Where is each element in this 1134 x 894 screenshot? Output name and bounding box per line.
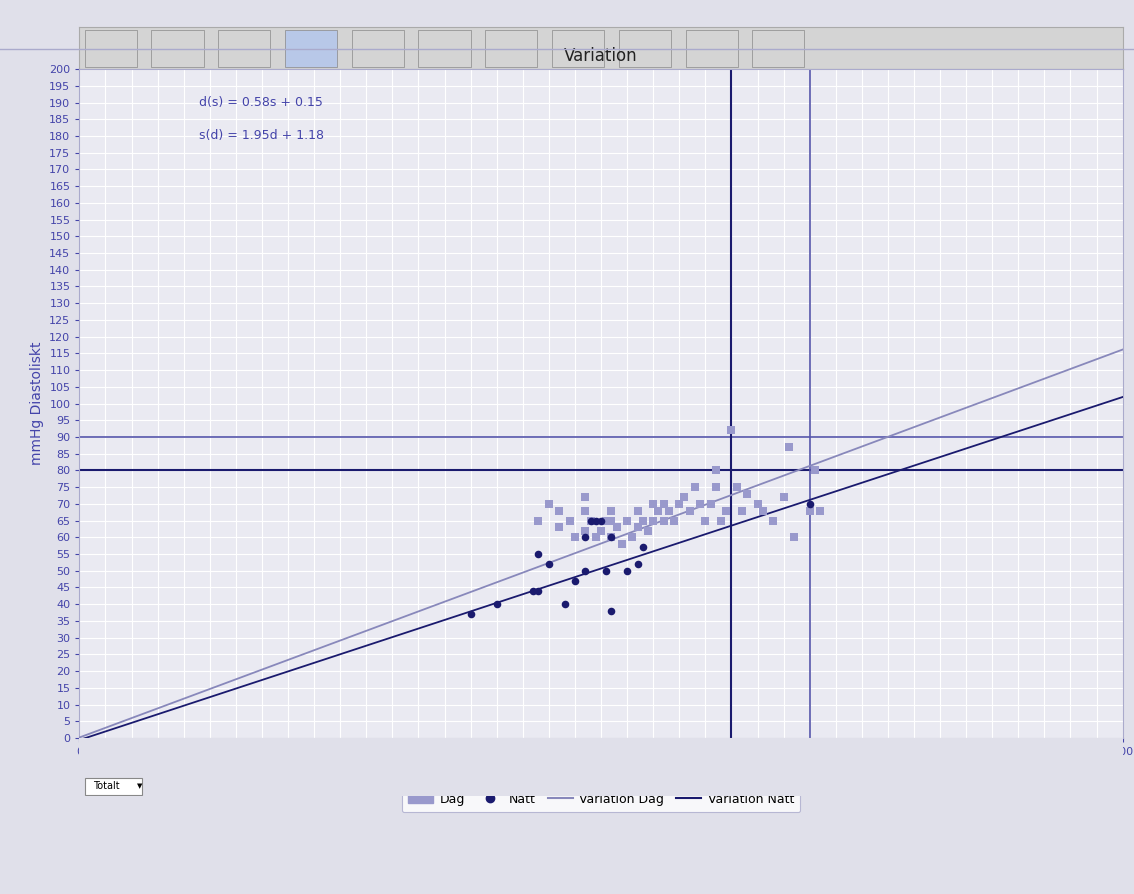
Point: [592, 513, 610, 527]
Bar: [151, 30, 203, 67]
Point: [556, 597, 574, 611]
Point: [566, 530, 584, 544]
Point: [602, 530, 620, 544]
Point: [576, 524, 594, 538]
Point: [738, 486, 756, 501]
Point: [586, 513, 604, 527]
Text: s(d) = 1.95d + 1.18: s(d) = 1.95d + 1.18: [200, 130, 324, 142]
Point: [654, 513, 672, 527]
Bar: [752, 30, 804, 67]
Point: [592, 524, 610, 538]
Point: [665, 513, 683, 527]
Point: [628, 503, 646, 518]
Point: [560, 513, 578, 527]
Point: [598, 563, 616, 578]
Point: [628, 520, 646, 535]
Bar: [85, 778, 142, 795]
Point: [550, 503, 568, 518]
Point: [644, 513, 662, 527]
Point: [530, 584, 548, 598]
Point: [634, 513, 652, 527]
Point: [806, 463, 824, 477]
Point: [680, 503, 699, 518]
Point: [582, 513, 600, 527]
Point: [706, 463, 725, 477]
Point: [801, 503, 819, 518]
Bar: [85, 30, 137, 67]
Point: [706, 480, 725, 494]
Point: [540, 497, 558, 511]
Point: [780, 440, 798, 454]
Point: [524, 584, 542, 598]
Point: [608, 520, 626, 535]
Point: [586, 530, 604, 544]
Point: [748, 497, 767, 511]
Point: [728, 480, 746, 494]
Point: [550, 520, 568, 535]
Text: ▼: ▼: [137, 783, 142, 789]
Point: [702, 497, 720, 511]
Point: [650, 503, 668, 518]
Point: [576, 490, 594, 504]
Point: [775, 490, 793, 504]
Point: [576, 503, 594, 518]
Bar: [285, 30, 337, 67]
Point: [530, 513, 548, 527]
Point: [785, 530, 803, 544]
Y-axis label: mmHg Diastoliskt: mmHg Diastoliskt: [29, 342, 44, 465]
Point: [540, 557, 558, 571]
Legend: Dag, Natt, Variation Dag, Variation Natt: Dag, Natt, Variation Dag, Variation Natt: [401, 787, 801, 812]
Point: [624, 530, 642, 544]
Point: [488, 597, 506, 611]
Bar: [352, 30, 404, 67]
Point: [686, 480, 704, 494]
Point: [634, 540, 652, 554]
Point: [717, 503, 735, 518]
Bar: [218, 30, 270, 67]
Point: [811, 503, 829, 518]
Point: [654, 497, 672, 511]
Point: [530, 547, 548, 561]
Point: [576, 530, 594, 544]
Point: [676, 490, 694, 504]
Text: Totalt: Totalt: [93, 781, 119, 791]
Point: [582, 513, 600, 527]
Point: [722, 423, 741, 437]
Point: [618, 513, 636, 527]
Point: [660, 503, 678, 518]
Point: [462, 607, 480, 621]
Point: [602, 513, 620, 527]
Point: [628, 557, 646, 571]
Point: [801, 497, 819, 511]
Point: [618, 563, 636, 578]
Bar: [686, 30, 738, 67]
Text: d(s) = 0.58s + 0.15: d(s) = 0.58s + 0.15: [200, 96, 323, 109]
Bar: [552, 30, 604, 67]
Point: [576, 563, 594, 578]
Point: [733, 503, 751, 518]
Point: [644, 497, 662, 511]
Point: [612, 537, 631, 552]
Point: [696, 513, 714, 527]
Bar: [418, 30, 471, 67]
Point: [691, 497, 709, 511]
Point: [602, 603, 620, 618]
Point: [670, 497, 688, 511]
Point: [764, 513, 782, 527]
Point: [754, 503, 772, 518]
Point: [602, 530, 620, 544]
Point: [712, 513, 730, 527]
Title: Variation: Variation: [565, 46, 637, 64]
Bar: [485, 30, 538, 67]
X-axis label: mmHg Systoliskt: mmHg Systoliskt: [542, 763, 660, 777]
Point: [638, 524, 657, 538]
Point: [566, 574, 584, 588]
Point: [602, 503, 620, 518]
Point: [598, 513, 616, 527]
Bar: [619, 30, 671, 67]
